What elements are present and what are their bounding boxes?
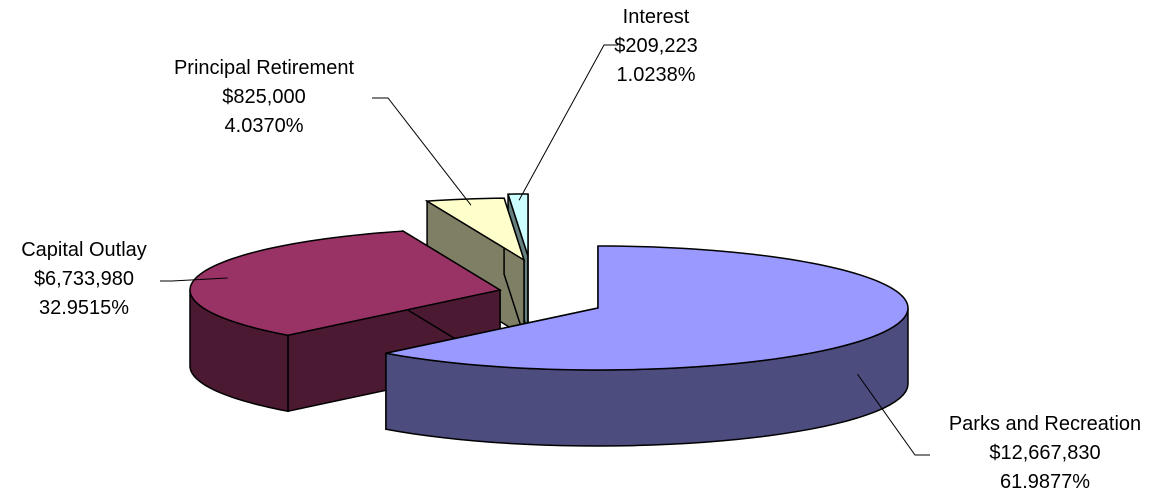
label-percent-interest: 1.0238% [617, 64, 696, 86]
slice-principal-retirement [424, 197, 526, 262]
label-amount-parks-and-recreation: $12,667,830 [989, 442, 1100, 464]
leader-line-capital-outlay [160, 277, 228, 282]
label-percent-parks-and-recreation: 61.9877% [1000, 471, 1090, 493]
slice-capital-outlay [189, 230, 503, 336]
label-amount-interest: $209,223 [614, 35, 697, 57]
label-amount-capital-outlay: $6,733,980 [34, 268, 134, 290]
label-percent-principal-retirement: 4.0370% [225, 115, 304, 137]
label-amount-principal-retirement: $825,000 [222, 86, 305, 108]
slice-tops [189, 193, 909, 371]
slice-parks-and-recreation [385, 245, 909, 371]
leader-line-parks-and-recreation [857, 373, 930, 456]
leader-line-principal-retirement [372, 97, 472, 206]
data-labels: Parks and Recreation $12,667,830 61.9877… [21, 6, 1141, 493]
label-category-interest: Interest [623, 6, 690, 28]
leader-line-interest [518, 44, 618, 201]
leader-lines [160, 44, 930, 456]
slice-interest [507, 193, 529, 257]
label-category-parks-and-recreation: Parks and Recreation [949, 413, 1141, 435]
label-category-capital-outlay: Capital Outlay [21, 239, 147, 261]
label-category-principal-retirement: Principal Retirement [174, 57, 355, 79]
label-percent-capital-outlay: 32.9515% [39, 297, 129, 319]
